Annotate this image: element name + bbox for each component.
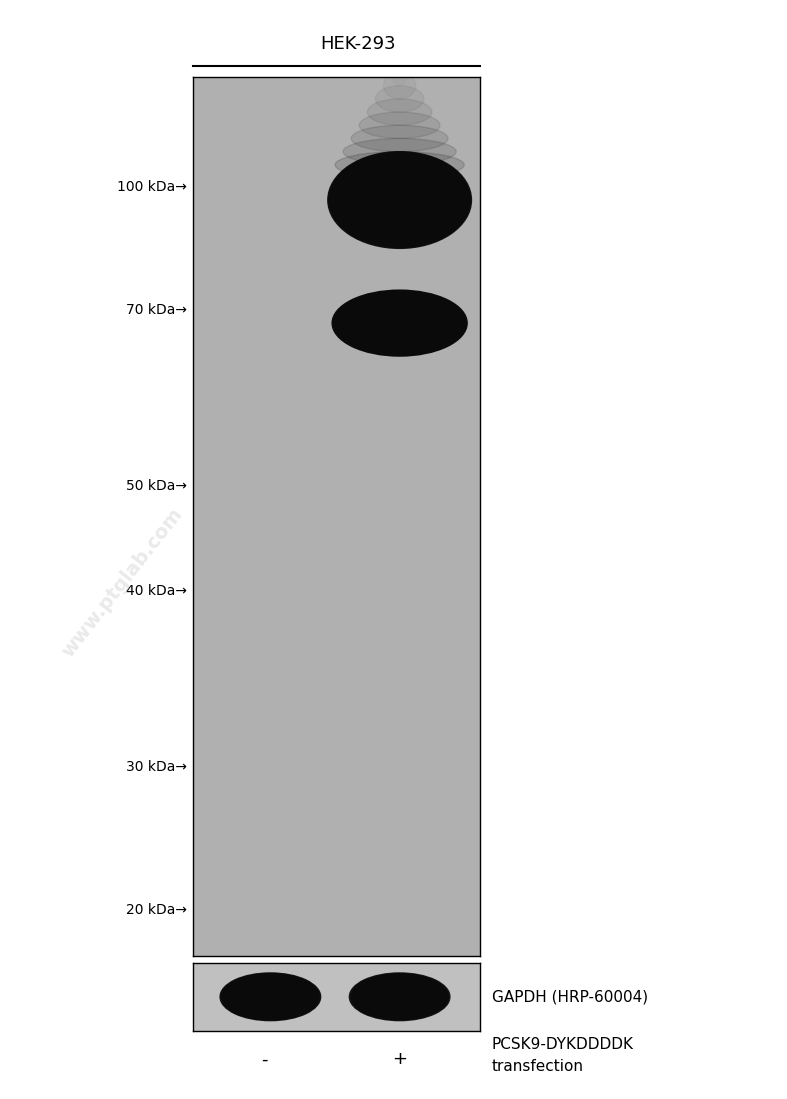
- Ellipse shape: [343, 166, 456, 234]
- Ellipse shape: [337, 293, 463, 353]
- Text: PCSK9-DYKDDDDK: PCSK9-DYKDDDDK: [492, 1036, 634, 1052]
- Ellipse shape: [335, 292, 464, 354]
- Ellipse shape: [231, 979, 310, 1014]
- Ellipse shape: [361, 979, 438, 1014]
- Text: 30 kDa→: 30 kDa→: [125, 761, 187, 774]
- Text: 70 kDa→: 70 kDa→: [125, 303, 187, 317]
- Ellipse shape: [350, 174, 449, 226]
- Ellipse shape: [351, 303, 448, 343]
- Ellipse shape: [227, 977, 313, 1017]
- Ellipse shape: [338, 162, 460, 238]
- Ellipse shape: [353, 975, 447, 1019]
- Ellipse shape: [345, 167, 455, 233]
- Ellipse shape: [347, 169, 453, 231]
- Ellipse shape: [340, 163, 460, 237]
- Text: 50 kDa→: 50 kDa→: [125, 479, 187, 492]
- Ellipse shape: [343, 138, 456, 165]
- Text: HEK-293: HEK-293: [320, 35, 396, 53]
- Ellipse shape: [354, 976, 445, 1018]
- Ellipse shape: [345, 299, 455, 347]
- Ellipse shape: [360, 979, 439, 1014]
- Ellipse shape: [366, 983, 434, 1011]
- Ellipse shape: [351, 974, 449, 1020]
- Ellipse shape: [369, 984, 430, 1010]
- Ellipse shape: [349, 171, 450, 229]
- Text: GAPDH (HRP-60004): GAPDH (HRP-60004): [492, 989, 648, 1004]
- Ellipse shape: [342, 165, 457, 235]
- Ellipse shape: [368, 983, 432, 1011]
- Ellipse shape: [336, 159, 463, 241]
- Ellipse shape: [357, 977, 442, 1017]
- Ellipse shape: [348, 170, 451, 230]
- Ellipse shape: [342, 297, 457, 349]
- Ellipse shape: [345, 168, 453, 232]
- Ellipse shape: [349, 973, 450, 1021]
- Ellipse shape: [355, 306, 445, 341]
- Ellipse shape: [364, 981, 435, 1012]
- Ellipse shape: [351, 125, 448, 152]
- Ellipse shape: [232, 979, 309, 1014]
- Text: 100 kDa→: 100 kDa→: [116, 180, 187, 193]
- Ellipse shape: [350, 302, 449, 344]
- Ellipse shape: [335, 158, 464, 242]
- Ellipse shape: [229, 978, 312, 1015]
- Ellipse shape: [347, 300, 453, 346]
- Ellipse shape: [224, 976, 316, 1018]
- Ellipse shape: [329, 153, 471, 247]
- Ellipse shape: [345, 299, 453, 347]
- Ellipse shape: [235, 981, 305, 1012]
- Text: 20 kDa→: 20 kDa→: [125, 903, 187, 918]
- Ellipse shape: [343, 298, 456, 348]
- Ellipse shape: [238, 983, 302, 1011]
- Text: -: -: [261, 1051, 268, 1068]
- Ellipse shape: [338, 293, 461, 352]
- Ellipse shape: [222, 974, 320, 1020]
- Ellipse shape: [334, 291, 465, 355]
- Ellipse shape: [237, 983, 304, 1011]
- Ellipse shape: [353, 304, 447, 342]
- Ellipse shape: [359, 112, 440, 138]
- Text: +: +: [392, 1051, 407, 1068]
- Ellipse shape: [333, 156, 467, 244]
- Ellipse shape: [334, 157, 465, 243]
- Ellipse shape: [338, 160, 462, 240]
- Ellipse shape: [335, 152, 464, 178]
- Ellipse shape: [328, 152, 471, 248]
- Ellipse shape: [240, 984, 301, 1010]
- Ellipse shape: [332, 290, 467, 356]
- Ellipse shape: [242, 985, 300, 1009]
- Ellipse shape: [368, 99, 432, 125]
- Text: transfection: transfection: [492, 1058, 584, 1074]
- Ellipse shape: [333, 291, 466, 355]
- Ellipse shape: [371, 985, 429, 1009]
- Ellipse shape: [220, 973, 320, 1021]
- Text: 40 kDa→: 40 kDa→: [125, 585, 187, 598]
- Ellipse shape: [356, 976, 444, 1018]
- Ellipse shape: [341, 297, 458, 349]
- Ellipse shape: [348, 301, 452, 345]
- Ellipse shape: [224, 975, 318, 1019]
- Ellipse shape: [339, 295, 460, 352]
- Ellipse shape: [331, 154, 469, 246]
- Ellipse shape: [341, 164, 458, 236]
- Ellipse shape: [340, 296, 460, 351]
- Ellipse shape: [234, 980, 307, 1013]
- Ellipse shape: [358, 978, 441, 1015]
- Ellipse shape: [375, 86, 424, 112]
- Ellipse shape: [331, 155, 467, 245]
- Ellipse shape: [226, 976, 315, 1018]
- Ellipse shape: [349, 301, 450, 345]
- Ellipse shape: [363, 980, 436, 1013]
- Text: www.ptglab.com: www.ptglab.com: [58, 504, 186, 660]
- Ellipse shape: [353, 304, 445, 342]
